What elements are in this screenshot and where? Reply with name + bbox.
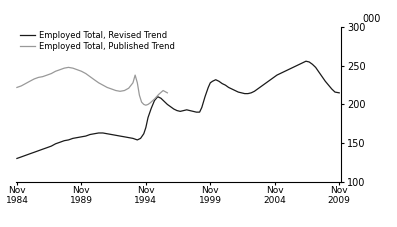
Employed Total, Revised Trend <box>15 157 19 160</box>
Employed Total, Published Trend <box>27 80 32 83</box>
Employed Total, Published Trend <box>15 86 19 89</box>
Employed Total, Published Trend <box>40 75 45 78</box>
Employed Total, Published Trend <box>135 81 140 84</box>
Line: Employed Total, Revised Trend: Employed Total, Revised Trend <box>17 61 339 158</box>
Employed Total, Published Trend <box>137 94 142 96</box>
Employed Total, Published Trend <box>32 78 37 80</box>
Employed Total, Revised Trend <box>155 95 160 98</box>
Line: Employed Total, Published Trend: Employed Total, Published Trend <box>17 67 168 105</box>
Employed Total, Published Trend <box>126 87 131 90</box>
Employed Total, Revised Trend <box>216 80 221 83</box>
Employed Total, Revised Trend <box>262 83 266 86</box>
Employed Total, Published Trend <box>23 82 28 85</box>
Employed Total, Published Trend <box>148 101 152 104</box>
Employed Total, Published Trend <box>83 72 88 75</box>
Employed Total, Revised Trend <box>83 135 88 137</box>
Employed Total, Published Trend <box>100 84 105 86</box>
Employed Total, Published Trend <box>79 70 84 73</box>
Employed Total, Published Trend <box>141 103 146 106</box>
Employed Total, Published Trend <box>71 67 75 69</box>
Employed Total, Published Trend <box>105 86 110 89</box>
Text: 000: 000 <box>362 15 380 25</box>
Employed Total, Published Trend <box>58 68 62 71</box>
Employed Total, Revised Trend <box>165 103 170 106</box>
Employed Total, Published Trend <box>139 101 144 104</box>
Employed Total, Published Trend <box>75 68 79 71</box>
Employed Total, Published Trend <box>156 93 161 96</box>
Employed Total, Published Trend <box>146 103 150 106</box>
Employed Total, Published Trend <box>92 78 96 81</box>
Employed Total, Published Trend <box>143 104 148 106</box>
Employed Total, Published Trend <box>131 81 135 84</box>
Employed Total, Published Trend <box>161 89 166 92</box>
Employed Total, Published Trend <box>122 89 127 92</box>
Employed Total, Published Trend <box>114 89 118 92</box>
Employed Total, Revised Trend <box>304 60 308 63</box>
Employed Total, Published Trend <box>133 74 137 76</box>
Employed Total, Published Trend <box>45 74 50 76</box>
Employed Total, Published Trend <box>152 98 157 100</box>
Employed Total, Published Trend <box>66 66 71 69</box>
Employed Total, Revised Trend <box>337 91 341 94</box>
Employed Total, Published Trend <box>36 76 41 79</box>
Employed Total, Published Trend <box>88 75 93 78</box>
Employed Total, Published Trend <box>53 70 58 73</box>
Employed Total, Published Trend <box>62 67 67 69</box>
Employed Total, Published Trend <box>118 90 122 93</box>
Employed Total, Published Trend <box>165 91 170 94</box>
Legend: Employed Total, Revised Trend, Employed Total, Published Trend: Employed Total, Revised Trend, Employed … <box>20 31 175 51</box>
Employed Total, Revised Trend <box>118 135 122 137</box>
Employed Total, Published Trend <box>109 88 114 90</box>
Employed Total, Published Trend <box>19 84 24 87</box>
Employed Total, Published Trend <box>96 81 101 84</box>
Employed Total, Published Trend <box>49 72 54 75</box>
